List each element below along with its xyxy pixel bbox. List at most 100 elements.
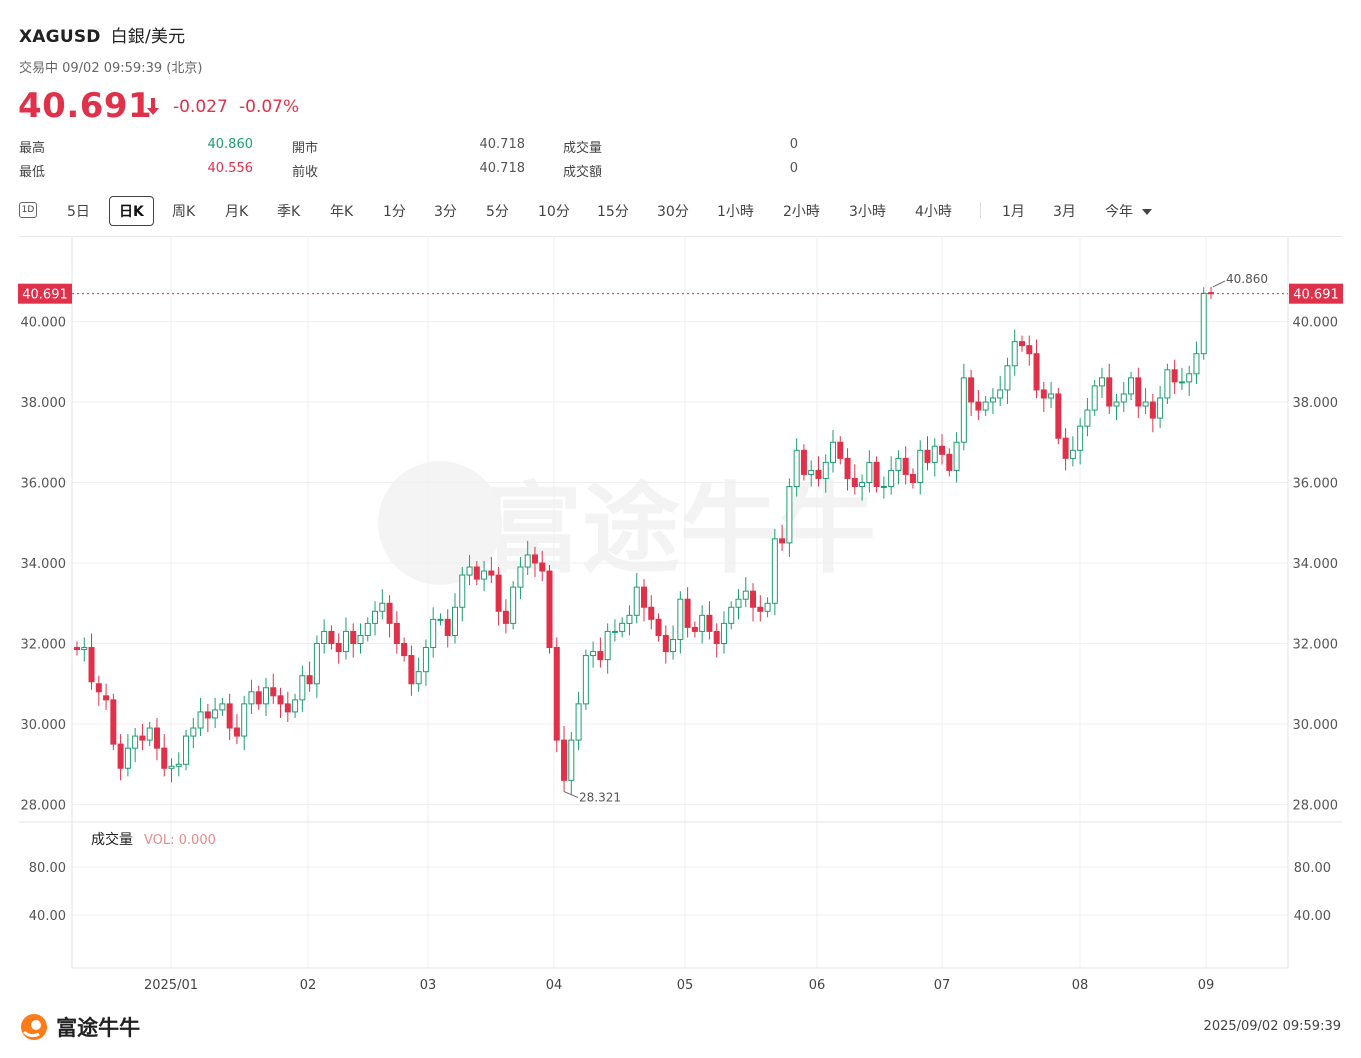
- candle: [139, 724, 146, 751]
- tab-3month[interactable]: 3月: [1053, 204, 1076, 220]
- candle-body: [263, 687, 269, 705]
- tab-daily[interactable]: 日K: [109, 196, 154, 226]
- candle: [342, 617, 349, 660]
- candle-body: [393, 622, 400, 644]
- candle-body: [742, 590, 749, 600]
- x-tick-label: 09: [1198, 978, 1215, 993]
- tab-4hour[interactable]: 4小時: [915, 204, 952, 220]
- candle: [706, 601, 713, 640]
- candle: [641, 579, 647, 622]
- tab-1d-icon[interactable]: 1D: [19, 202, 37, 218]
- candle: [1055, 387, 1062, 445]
- candle: [917, 440, 924, 495]
- candle: [241, 695, 248, 751]
- candle: [866, 450, 873, 493]
- candle-body: [699, 614, 706, 632]
- tab-3min[interactable]: 3分: [434, 204, 457, 220]
- current-price-label-right: 40.691: [1293, 288, 1339, 303]
- futu-logo-icon: [21, 1014, 47, 1040]
- candle-body: [313, 643, 320, 685]
- x-tick-label: 05: [677, 978, 694, 993]
- candle-body: [299, 675, 306, 701]
- candle-body: [1077, 425, 1084, 451]
- y-tick-label-left: 38.000: [21, 396, 67, 411]
- candle-body: [233, 727, 240, 737]
- candle-body: [684, 598, 691, 628]
- candle-body: [960, 377, 967, 443]
- candle-body: [1048, 393, 1055, 399]
- tab-15min[interactable]: 15分: [597, 204, 629, 220]
- x-tick-label: 04: [546, 978, 563, 993]
- price-change: -0.027: [173, 97, 228, 117]
- candle-body: [909, 473, 916, 483]
- tab-weekly[interactable]: 周K: [172, 204, 196, 220]
- candle: [946, 448, 953, 477]
- tab-1month[interactable]: 1月: [1002, 204, 1025, 220]
- candle: [750, 583, 757, 622]
- tab-30min[interactable]: 30分: [657, 204, 689, 220]
- candle: [1157, 385, 1164, 429]
- candle-body: [764, 602, 771, 612]
- candle: [124, 734, 131, 777]
- candle-body: [706, 614, 713, 632]
- candle: [1120, 381, 1127, 413]
- tab-ytd[interactable]: 今年: [1105, 201, 1152, 221]
- y-tick-label-right: 40.000: [1293, 316, 1339, 331]
- candle-body: [74, 647, 80, 651]
- candle: [1186, 365, 1193, 396]
- candle: [902, 446, 909, 485]
- y-tick-label-right: 36.000: [1293, 477, 1339, 492]
- tab-1hour[interactable]: 1小時: [717, 204, 754, 220]
- candle: [742, 577, 749, 608]
- y-tick-label-left: 36.000: [21, 477, 67, 492]
- low-annotation-label: 28.321: [579, 791, 621, 805]
- tab-10min[interactable]: 10分: [538, 204, 570, 220]
- candle: [1033, 339, 1040, 398]
- tab-3hour[interactable]: 3小時: [849, 204, 886, 220]
- high-label: 最高: [19, 141, 46, 156]
- tab-1min[interactable]: 1分: [383, 204, 406, 220]
- volume-tick-right: 80.00: [1294, 861, 1331, 876]
- candle: [335, 633, 342, 664]
- y-tick-label-right: 30.000: [1293, 718, 1339, 733]
- candle-body: [481, 570, 488, 580]
- tab-yearly[interactable]: 年K: [330, 204, 354, 220]
- candle: [1178, 367, 1185, 390]
- candle-body: [1113, 401, 1120, 407]
- candle: [306, 661, 313, 692]
- candle-body: [226, 703, 233, 729]
- tab-2hour[interactable]: 2小時: [783, 204, 820, 220]
- candle: [851, 464, 858, 495]
- y-tick-label-right: 28.000: [1293, 799, 1339, 814]
- y-tick-label-left: 40.000: [21, 316, 67, 331]
- candle-body: [1026, 345, 1033, 355]
- candle: [481, 560, 488, 592]
- candle: [437, 613, 444, 626]
- tab-5min[interactable]: 5分: [486, 204, 509, 220]
- candle-body: [728, 606, 735, 624]
- candle-body: [895, 457, 902, 471]
- tab-5day[interactable]: 5日: [67, 204, 90, 220]
- tab-monthly[interactable]: 月K: [225, 204, 249, 220]
- candle-body: [248, 691, 255, 705]
- candle: [408, 645, 415, 696]
- candle-body: [517, 566, 524, 588]
- candle-body: [779, 538, 786, 544]
- candle-body: [670, 638, 677, 653]
- candle: [488, 556, 495, 584]
- symbol-title: XAGUSD 白銀/美元: [19, 22, 185, 47]
- candle: [539, 550, 546, 582]
- candle: [379, 589, 386, 620]
- candle-body: [546, 570, 553, 649]
- tab-quarterly[interactable]: 季K: [277, 204, 301, 220]
- x-tick-label: 06: [809, 978, 826, 993]
- candle: [1106, 363, 1113, 415]
- candle: [880, 476, 887, 499]
- candle-body: [386, 602, 393, 624]
- candle-body: [1193, 353, 1200, 375]
- candle: [132, 728, 139, 763]
- x-tick-label: 08: [1072, 978, 1089, 993]
- candle-body: [808, 469, 815, 475]
- turnover-value: 0: [789, 161, 798, 176]
